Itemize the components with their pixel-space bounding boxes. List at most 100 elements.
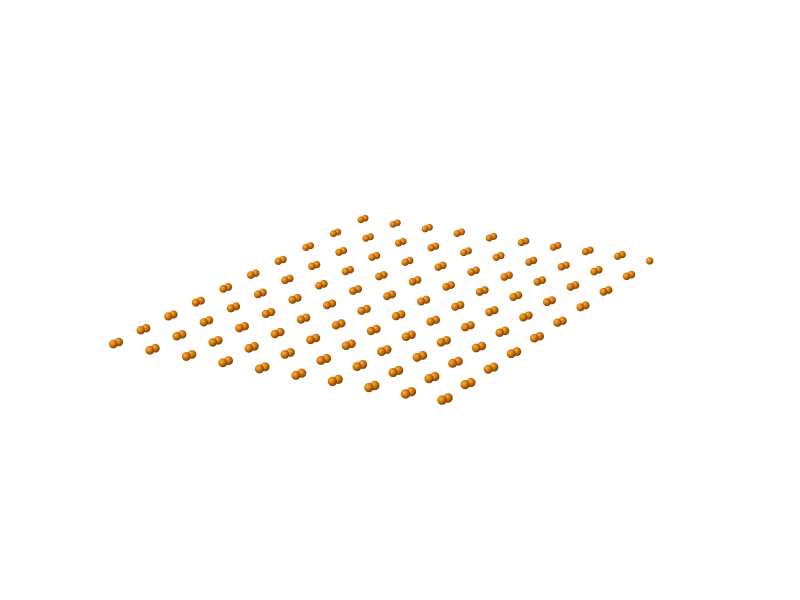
atom (519, 313, 528, 322)
atom (412, 352, 422, 362)
atom (549, 243, 558, 251)
atom (291, 370, 301, 380)
atom (576, 303, 585, 312)
atom (108, 339, 118, 349)
atom (306, 335, 315, 345)
atom (368, 253, 376, 261)
atom (437, 395, 447, 405)
atom (335, 248, 343, 256)
atom (485, 307, 494, 317)
atom (460, 379, 470, 390)
atom (315, 281, 323, 290)
atom (448, 358, 458, 368)
atom (261, 309, 271, 319)
atom (475, 287, 484, 296)
atom (401, 258, 409, 266)
atom (442, 282, 451, 291)
atom (557, 263, 566, 271)
atom (436, 337, 446, 347)
atom (389, 220, 397, 228)
atom (364, 382, 374, 393)
atom (280, 349, 290, 359)
atom (421, 225, 429, 233)
atom (191, 298, 200, 307)
atom (517, 239, 525, 247)
atom (553, 318, 562, 327)
atom (388, 367, 398, 378)
atom (288, 295, 297, 304)
atom (316, 355, 326, 365)
atom (181, 352, 191, 361)
atom (492, 253, 500, 261)
atom (424, 373, 434, 384)
atom (254, 364, 264, 374)
atom-layer (108, 214, 654, 405)
atom (352, 361, 362, 372)
atom (525, 258, 533, 266)
atom (400, 389, 411, 399)
atom (467, 268, 476, 276)
atom (495, 328, 504, 337)
atom (145, 345, 155, 355)
atom (357, 216, 365, 224)
atom (219, 284, 228, 293)
atom (509, 293, 518, 301)
atom (274, 257, 283, 265)
atom (377, 347, 386, 357)
atom (453, 229, 461, 238)
atom (327, 376, 338, 387)
atom (270, 329, 280, 339)
atom (218, 358, 228, 368)
atom (302, 243, 310, 252)
atom (172, 331, 182, 341)
atom (208, 337, 218, 347)
atom (357, 306, 366, 315)
atom (329, 230, 337, 238)
atom (331, 321, 341, 330)
atom (599, 287, 608, 296)
atom (427, 244, 435, 252)
atom (471, 343, 481, 353)
atom (581, 248, 590, 256)
atom (394, 239, 403, 247)
atom (590, 267, 598, 276)
atom (401, 332, 411, 342)
atom (253, 290, 262, 299)
atom (566, 282, 575, 291)
atom (341, 267, 350, 276)
atom (434, 263, 442, 271)
atom (529, 333, 539, 343)
atom (375, 272, 383, 281)
atom (322, 301, 332, 310)
atom (308, 262, 316, 271)
atom (349, 286, 357, 295)
atom (281, 276, 289, 285)
atom (244, 343, 254, 353)
atom (136, 325, 146, 335)
atom (246, 271, 255, 279)
atom (366, 326, 376, 336)
atom (533, 278, 542, 286)
atom (235, 323, 244, 333)
atom (362, 234, 370, 242)
atom (451, 302, 460, 311)
atom (500, 273, 509, 281)
atom (199, 318, 208, 327)
atom (426, 317, 435, 326)
atom (417, 297, 426, 306)
atom (613, 252, 622, 260)
atom (645, 257, 654, 265)
atom (542, 298, 551, 307)
atom (226, 304, 235, 313)
atom (622, 272, 631, 281)
atom (485, 234, 493, 242)
atom (460, 322, 470, 332)
atom (164, 312, 173, 321)
atom (460, 248, 468, 257)
atom (341, 341, 351, 351)
atom (383, 292, 392, 301)
atom (483, 364, 493, 374)
